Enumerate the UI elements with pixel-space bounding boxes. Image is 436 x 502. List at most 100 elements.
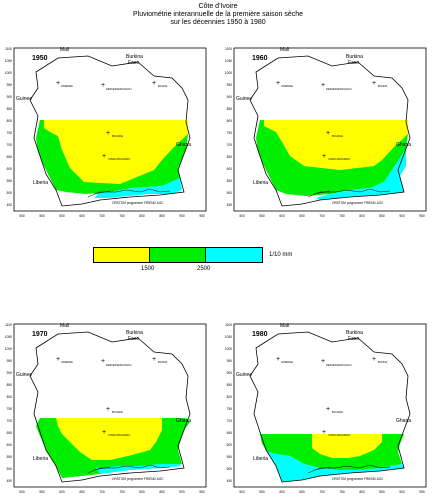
y-tick: 700 — [227, 143, 233, 147]
x-tick: 950 — [419, 490, 425, 494]
y-tick: 750 — [7, 407, 13, 411]
x-tick: 800 — [359, 214, 365, 218]
city-markers: + ODIENNE + FERKESSEDOUGOU + BOUNA + BOU… — [276, 356, 387, 437]
y-tick: 700 — [227, 419, 233, 423]
label-mali: Mali — [280, 323, 289, 329]
y-tick: 900 — [227, 95, 233, 99]
y-tick: 1050 — [225, 59, 232, 63]
label-liberia: Liberia — [253, 456, 268, 462]
y-tick: 1000 — [225, 71, 232, 75]
x-tick: 500 — [239, 490, 245, 494]
label-faso: Faso — [348, 336, 359, 342]
label-mali: Mali — [60, 323, 69, 329]
legend-swatch-low — [93, 247, 150, 263]
label-ghana: Ghana — [176, 418, 191, 424]
y-tick: 950 — [227, 359, 233, 363]
label-liberia: Liberia — [33, 456, 48, 462]
frame — [233, 323, 427, 488]
zone-cyan — [262, 444, 404, 482]
city-label: YAMOUSSOUKRO — [108, 157, 130, 161]
y-tick: 600 — [227, 167, 233, 171]
frame — [233, 47, 427, 212]
city-label: FERKESSEDOUGOU — [326, 87, 352, 91]
y-axis-ticks: 1100 1050 1000 950 900 850 800 750 700 6… — [5, 47, 12, 207]
zone-green — [260, 434, 404, 470]
label-burkina: Burkina — [126, 54, 143, 60]
band-yellow — [44, 120, 188, 184]
city-marker: + — [101, 82, 105, 89]
x-tick: 750 — [119, 490, 125, 494]
city-marker: + — [321, 82, 325, 89]
label-guinee: Guinee — [16, 372, 32, 378]
y-tick: 450 — [7, 203, 13, 207]
credit: ORSTOM programme FRIEND AOC — [332, 477, 384, 481]
x-tick: 850 — [159, 490, 165, 494]
title-line-1: Côte d'Ivoire — [198, 3, 238, 10]
x-tick: 550 — [259, 490, 265, 494]
x-tick: 750 — [119, 214, 125, 218]
x-axis-ticks: 500 550 600 650 700 750 800 850 900 950 — [239, 214, 425, 218]
x-tick: 950 — [199, 490, 205, 494]
city-label: ODIENNE — [61, 360, 73, 364]
coastline-detail — [307, 464, 391, 474]
y-tick: 1100 — [225, 323, 232, 327]
y-tick: 1000 — [225, 347, 232, 351]
label-faso: Faso — [128, 60, 139, 66]
y-tick: 800 — [7, 119, 13, 123]
y-tick: 450 — [7, 479, 13, 483]
y-tick: 750 — [7, 131, 13, 135]
x-tick: 900 — [399, 490, 405, 494]
city-marker: + — [152, 356, 156, 363]
decade-label: 1950 — [32, 55, 48, 62]
city-marker: + — [322, 429, 326, 436]
city-marker: + — [276, 80, 280, 87]
y-tick: 800 — [7, 395, 13, 399]
zone-yellow — [44, 120, 188, 184]
city-marker: + — [326, 406, 330, 413]
city-marker: + — [56, 80, 60, 87]
city-label: YAMOUSSOUKRO — [108, 433, 130, 437]
x-tick: 850 — [159, 214, 165, 218]
label-ghana: Ghana — [396, 142, 411, 148]
y-tick: 800 — [227, 395, 233, 399]
x-tick: 600 — [59, 214, 65, 218]
y-tick: 600 — [227, 443, 233, 447]
y-tick: 1000 — [5, 347, 12, 351]
x-tick: 500 — [239, 214, 245, 218]
zone-yellow — [312, 434, 382, 458]
x-tick: 900 — [179, 214, 185, 218]
y-tick: 1100 — [225, 47, 232, 51]
frame — [13, 47, 207, 212]
map-1980: 1980 Mali Burkina Faso Guinee Ghana Libe… — [225, 323, 427, 494]
y-axis-ticks: 1100 1050 1000 950 900 850 800 750 700 6… — [225, 47, 232, 207]
city-label: YAMOUSSOUKRO — [328, 433, 350, 437]
x-tick: 550 — [259, 214, 265, 218]
credit: ORSTOM programme FRIEND AOC — [112, 477, 164, 481]
city-marker: + — [102, 429, 106, 436]
y-tick: 950 — [7, 359, 13, 363]
y-tick: 900 — [227, 371, 233, 375]
x-axis-ticks: 500 550 600 650 700 750 800 850 900 950 — [19, 490, 205, 494]
y-tick: 850 — [7, 107, 13, 111]
label-burkina: Burkina — [126, 330, 143, 336]
y-tick: 1000 — [5, 71, 12, 75]
city-marker: + — [102, 153, 106, 160]
city-marker: + — [101, 358, 105, 365]
y-tick: 750 — [227, 407, 233, 411]
decade-label: 1980 — [252, 331, 268, 338]
zone-cyan — [316, 148, 406, 200]
city-markers: + ODIENNE + FERKESSEDOUGOU + BOUNA + BOU… — [276, 80, 387, 161]
legend-break-2: 2500 — [197, 266, 211, 272]
y-tick: 450 — [227, 479, 233, 483]
x-tick: 650 — [79, 490, 85, 494]
x-tick: 700 — [319, 214, 325, 218]
legend-unit: 1/10 mm — [269, 252, 293, 258]
x-tick: 700 — [319, 490, 325, 494]
city-marker: + — [106, 130, 110, 137]
y-tick: 700 — [7, 143, 13, 147]
x-tick: 850 — [379, 214, 385, 218]
zone-yellow — [264, 120, 408, 170]
y-tick: 1100 — [5, 47, 12, 51]
label-guinee: Guinee — [16, 96, 32, 102]
x-tick: 800 — [139, 490, 145, 494]
